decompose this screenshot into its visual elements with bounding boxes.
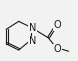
Text: O: O [54, 20, 61, 30]
Text: O: O [54, 44, 61, 54]
Text: N: N [29, 36, 36, 46]
Text: N: N [29, 23, 36, 33]
